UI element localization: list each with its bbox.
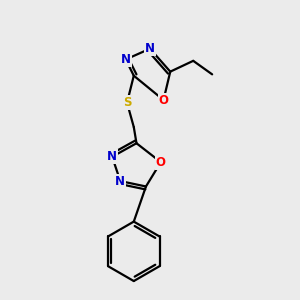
Text: O: O [156, 156, 166, 169]
Text: N: N [121, 53, 131, 66]
Text: O: O [158, 94, 169, 106]
Text: N: N [115, 175, 125, 188]
Text: N: N [107, 150, 117, 163]
Text: S: S [123, 96, 131, 109]
Text: N: N [145, 42, 155, 55]
